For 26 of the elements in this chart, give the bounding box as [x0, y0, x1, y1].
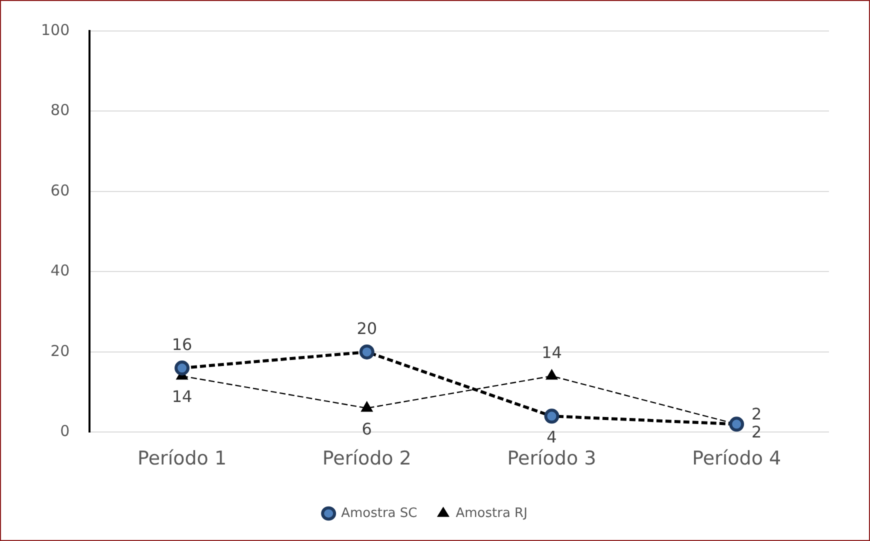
- y-tick-label: 60: [50, 181, 70, 200]
- x-tick-label: Período 2: [322, 448, 412, 470]
- y-tick-label: 0: [60, 422, 70, 440]
- data-label: 6: [362, 419, 372, 438]
- data-label: 16: [172, 335, 192, 354]
- data-label: 4: [546, 427, 557, 446]
- x-tick-label: Período 1: [138, 448, 227, 470]
- data-label: 14: [172, 387, 192, 406]
- point: [546, 369, 558, 380]
- data-label: 14: [542, 343, 562, 362]
- x-tick-label: Período 4: [692, 448, 782, 470]
- x-tick-label: Período 3: [507, 448, 596, 470]
- y-tick-label: 80: [50, 101, 70, 120]
- point: [174, 360, 190, 376]
- y-tick-label: 100: [40, 20, 70, 39]
- legend-label: Amostra SC: [341, 506, 418, 521]
- data-label: 20: [356, 319, 378, 338]
- legend-label: Amostra RJ: [456, 506, 528, 521]
- point: [729, 416, 744, 432]
- data-label: 2: [751, 404, 762, 424]
- point: [544, 408, 560, 424]
- data-label: 2: [751, 422, 762, 442]
- y-tick-label: 20: [50, 342, 70, 360]
- point: [361, 402, 373, 412]
- point: [359, 344, 374, 360]
- y-tick-label: 40: [50, 262, 70, 280]
